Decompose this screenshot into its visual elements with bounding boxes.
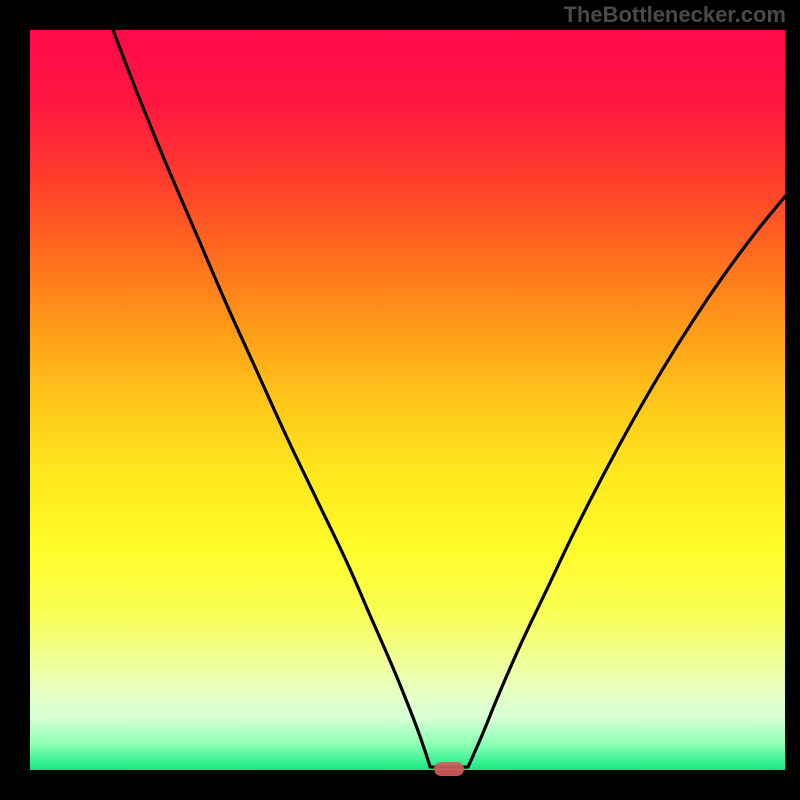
watermark-text: TheBottlenecker.com: [563, 2, 786, 28]
chart-root: TheBottlenecker.com: [0, 0, 800, 800]
curve-layer: [30, 30, 785, 770]
bottleneck-curve: [113, 30, 785, 767]
optimal-point-marker: [434, 762, 464, 776]
